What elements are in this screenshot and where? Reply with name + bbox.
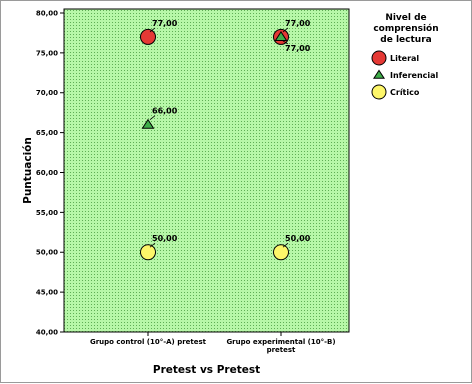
literal-label-leader [282, 27, 289, 33]
y-tick-label: 60,00 [36, 169, 58, 177]
x-axis-label: Pretest vs Pretest [153, 364, 260, 376]
y-axis-label: Puntuación [22, 137, 34, 204]
cr-tico-marker [140, 244, 156, 261]
cr-tico-data-label: 50,00 [285, 234, 311, 243]
legend-title-line-3: de lectura [380, 35, 431, 45]
legend-cr-tico-label: Crítico [390, 88, 420, 97]
x-tick-label: Grupo experimental (10°-B) pretest [226, 338, 335, 354]
legend-title-line-1: Nivel de [385, 13, 426, 23]
legend-inferencial-label: Inferencial [390, 71, 439, 80]
literal-marker [140, 28, 156, 45]
inferencial-marker [274, 30, 288, 41]
y-tick-label: 50,00 [36, 249, 58, 257]
cr-tico-marker [273, 244, 289, 261]
x-tick-label: Grupo control (10°-A) pretest [90, 338, 207, 346]
y-tick-label: 40,00 [36, 329, 58, 337]
y-tick-label: 45,00 [36, 289, 58, 297]
y-axis: 40,00 45,00 50,00 55,00 60,00 65,00 70,00 75,00… [36, 9, 64, 337]
inferencial-label-leader [282, 40, 289, 45]
legend: Nivel de comprensión de lectura Literal I… [371, 13, 439, 100]
cr-tico-label-leader [282, 242, 289, 248]
legend-inferencial-swatch [372, 69, 386, 79]
legend-literal-label: Literal [390, 54, 419, 63]
legend-title-line-2: comprensión [373, 23, 438, 34]
legend-literal-swatch [371, 50, 387, 66]
literal-label-leader [149, 27, 156, 33]
literal-data-label: 77,00 [285, 19, 311, 28]
literal-data-label: 77,00 [152, 19, 178, 28]
y-tick-label: 70,00 [36, 89, 58, 97]
inferencial-data-label: 77,00 [285, 44, 311, 53]
y-tick-label: 75,00 [36, 49, 58, 57]
inferencial-data-label: 66,00 [152, 107, 178, 116]
inferencial-marker [141, 118, 155, 129]
x-axis: Grupo control (10°-A) pretest Grupo exper… [90, 332, 336, 354]
y-tick-label: 80,00 [36, 9, 58, 17]
legend-items: Literal Inferencial Crítico [371, 50, 439, 100]
y-tick-label: 65,00 [36, 129, 58, 137]
inferencial-label-leader [149, 115, 156, 120]
data-marks: 77,00 77,00 66,00 77,00 50,00 50,00 [140, 19, 311, 261]
cr-tico-label-leader [149, 242, 156, 248]
plot-area [63, 8, 350, 333]
y-tick-label: 55,00 [36, 209, 58, 217]
legend-cr-tico-swatch [371, 84, 387, 100]
cr-tico-data-label: 50,00 [152, 234, 178, 243]
